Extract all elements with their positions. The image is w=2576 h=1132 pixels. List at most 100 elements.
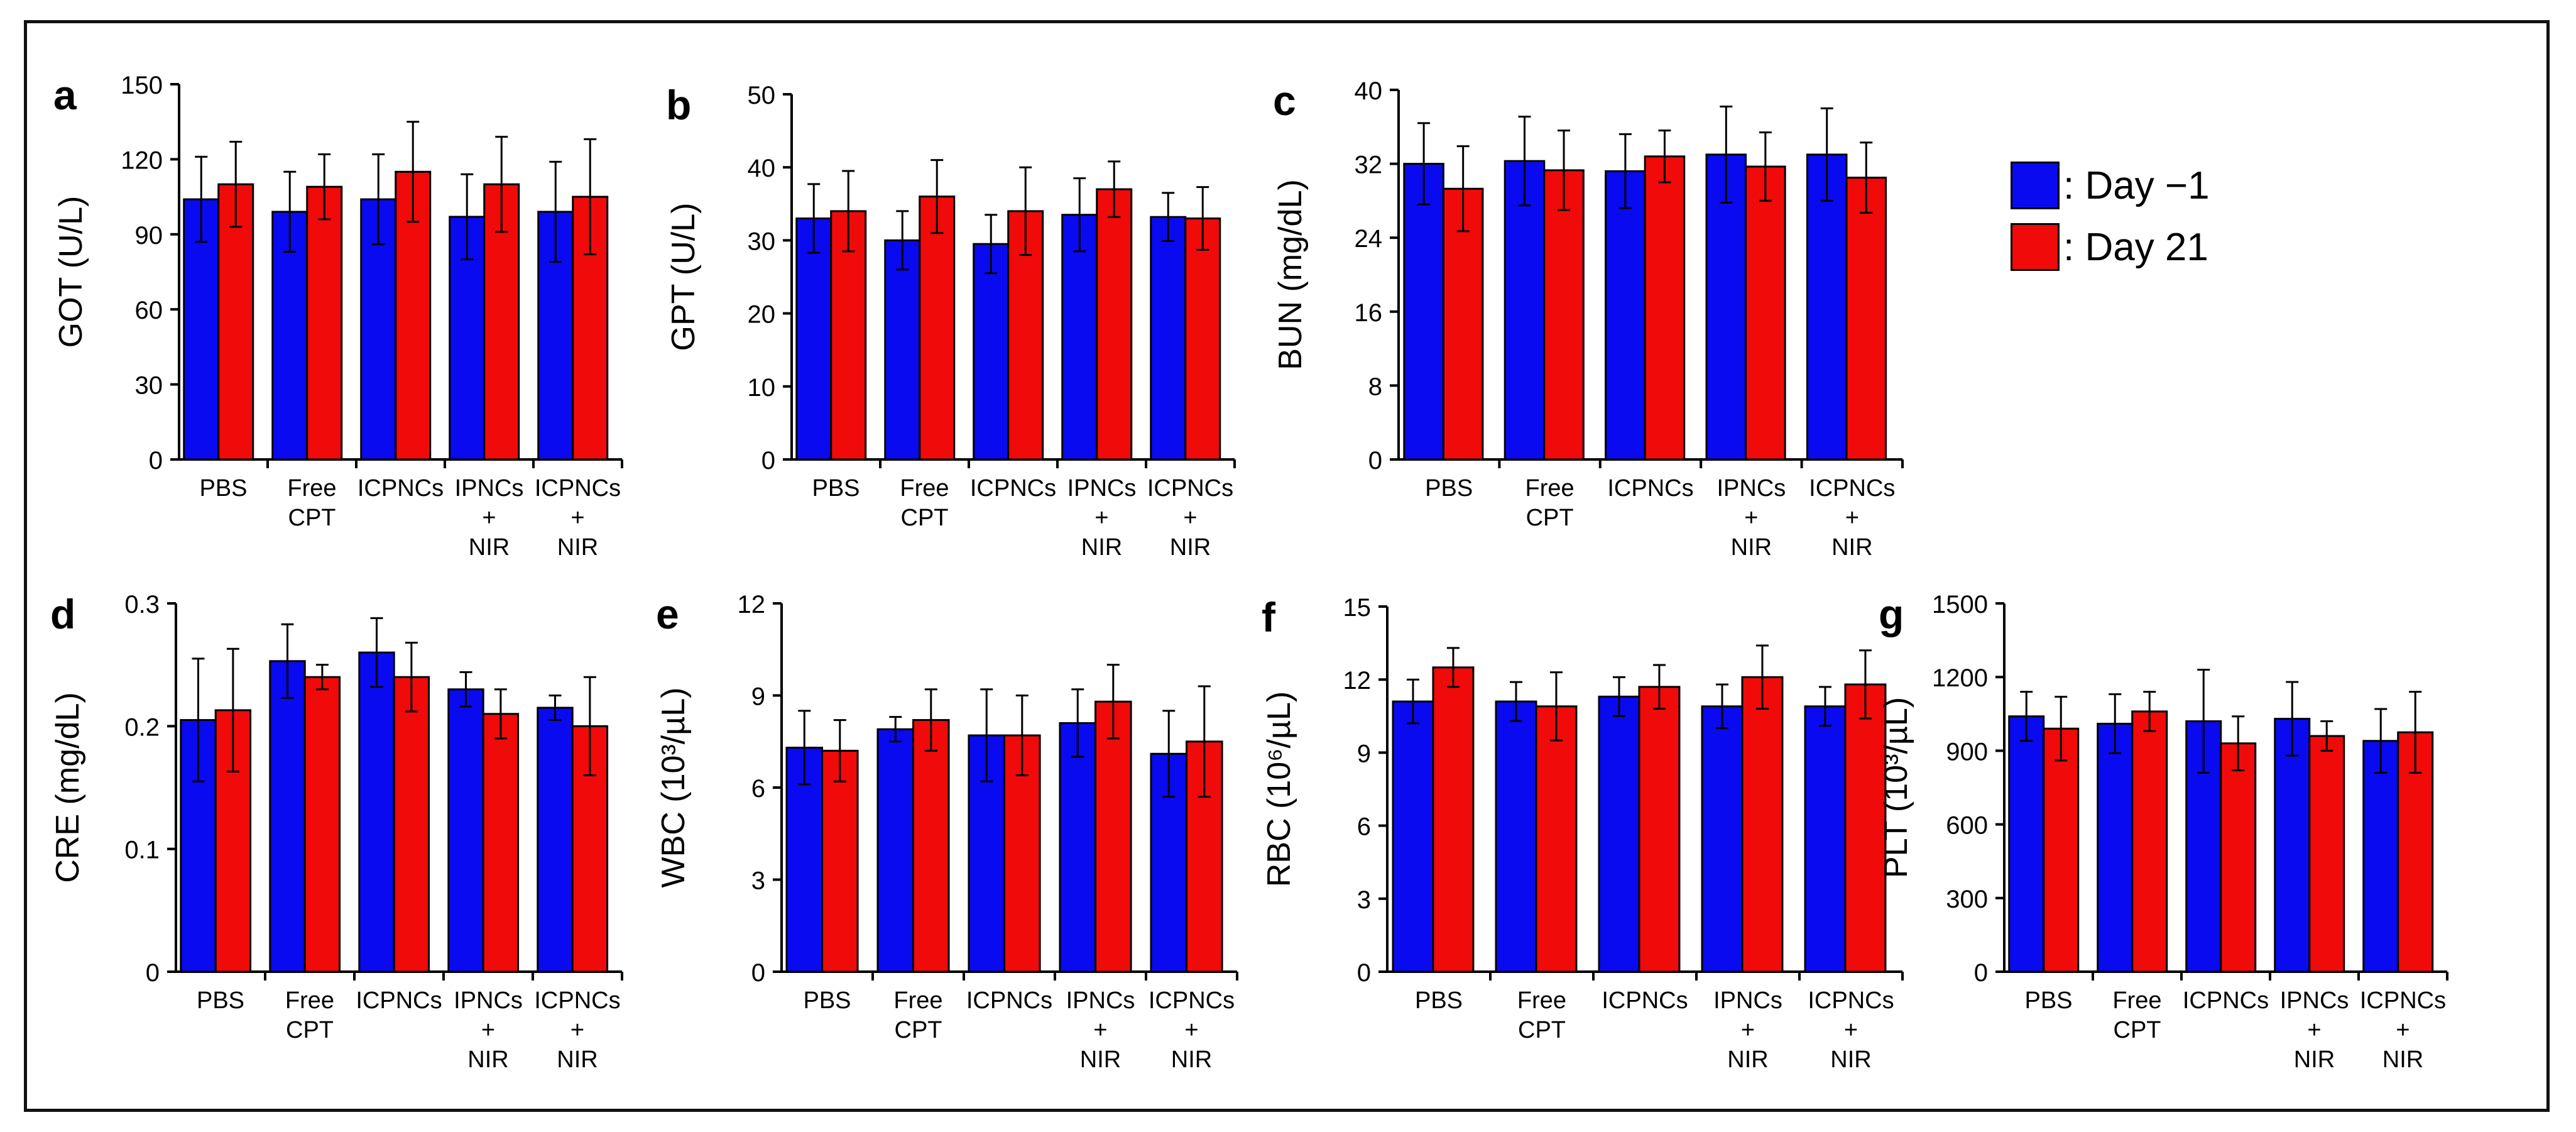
legend-swatch-day-21 <box>2011 223 2060 271</box>
y-tick-label-f-4: 12 <box>1343 667 1372 695</box>
x-tick-label-f-4-1: + <box>1844 1017 1858 1043</box>
y-axis-title-d: CRE (mg/dL) <box>50 692 86 882</box>
bar-b-day-minus-1-1 <box>884 239 921 461</box>
x-tick-label-c-3-0: IPNCs <box>1717 475 1786 502</box>
bar-f-day-21-2 <box>1638 686 1681 973</box>
x-tick-label-e-4-2: NIR <box>1171 1047 1212 1073</box>
y-tick-label-c-2: 16 <box>1355 299 1383 327</box>
x-tick-label-g-1-0: Free <box>2112 987 2161 1014</box>
x-tick-label-e-4-1: + <box>1184 1017 1198 1043</box>
bar-f-day-minus-1-3 <box>1701 705 1744 973</box>
y-tick-label-d-2: 0.2 <box>124 713 160 741</box>
x-tick-label-c-0-0: PBS <box>1425 475 1473 502</box>
y-tick-label-c-3: 24 <box>1355 225 1383 253</box>
x-tick-label-g-4-0: ICPNCs <box>2360 987 2446 1014</box>
x-tick-label-b-4-1: + <box>1183 505 1197 531</box>
y-tick-label-g-2: 600 <box>1946 812 1988 840</box>
y-tick-label-b-4: 40 <box>748 155 776 182</box>
bar-b-day-21-4 <box>1184 217 1221 461</box>
legend: : Day −1 : Day 21 <box>2011 160 2337 286</box>
y-tick-label-f-3: 9 <box>1357 740 1371 767</box>
x-tick-label-f-3-1: + <box>1741 1017 1755 1043</box>
y-tick-label-c-5: 40 <box>1355 77 1383 105</box>
panel-label-g: g <box>1879 591 1904 637</box>
x-tick-label-b-2-0: ICPNCs <box>970 475 1056 502</box>
bar-c-day-21-2 <box>1644 155 1686 461</box>
x-tick-label-b-4-0: ICPNCs <box>1147 475 1233 502</box>
chart-panel-c: c 0 8 16 24 32 40 BUN (mg/dL) PBS Free CPT ICPNCs IP… <box>1272 77 1904 561</box>
x-tick-label-b-0-0: PBS <box>812 475 860 502</box>
panel-label-c: c <box>1273 77 1296 124</box>
legend-swatch-day-minus-1 <box>2011 162 2060 209</box>
x-tick-label-e-1-0: Free <box>893 987 942 1014</box>
legend-item-day-minus-1: : Day −1 <box>2011 160 2210 211</box>
y-tick-label-a-4: 120 <box>121 146 163 174</box>
bar-a-day-21-0 <box>217 183 254 461</box>
panel-label-b: b <box>666 82 691 128</box>
bar-e-day-21-0 <box>821 749 859 973</box>
chart-panel-b: b 0 10 20 30 40 50 GPT (U/L) PBS Free CPT ICPNCs IPN… <box>665 82 1236 561</box>
x-tick-label-a-3-2: NIR <box>469 534 510 561</box>
bar-f-day-minus-1-0 <box>1392 700 1434 973</box>
x-tick-label-d-3-2: NIR <box>467 1047 508 1073</box>
bar-d-day-21-3 <box>482 713 520 973</box>
x-tick-label-g-3-0: IPNCs <box>2280 987 2349 1014</box>
y-tick-label-a-2: 60 <box>135 297 163 324</box>
bar-f-day-21-3 <box>1741 676 1784 973</box>
y-tick-label-b-5: 50 <box>748 82 776 109</box>
panel-label-a: a <box>53 72 77 118</box>
bar-d-day-21-1 <box>303 676 341 973</box>
x-tick-label-c-3-2: NIR <box>1731 534 1772 561</box>
x-tick-label-e-1-1: CPT <box>895 1017 942 1043</box>
bar-f-day-21-1 <box>1535 705 1578 973</box>
panel-label-d: d <box>50 591 75 637</box>
x-tick-label-a-4-0: ICPNCs <box>535 475 621 502</box>
x-tick-label-c-2-0: ICPNCs <box>1607 475 1693 502</box>
x-tick-label-f-4-2: NIR <box>1830 1047 1871 1073</box>
x-tick-label-a-3-0: IPNCs <box>455 475 524 502</box>
chart-panel-g: g 0 300 600 900 1200 1500 PLT (10³/µL) PBS Free CP… <box>1878 591 2448 1073</box>
bar-c-day-minus-1-2 <box>1605 170 1646 461</box>
bar-e-day-21-1 <box>912 719 950 973</box>
y-tick-label-g-0: 0 <box>1974 959 1988 987</box>
y-tick-label-d-0: 0 <box>146 959 160 987</box>
chart-panel-f: f 0 3 6 9 12 15 RBC (10⁶/µL) PBS Free CPT ICPNCs IPN… <box>1261 594 1904 1073</box>
y-axis-title-g: PLT (10³/µL) <box>1878 697 1914 878</box>
bar-f-day-21-0 <box>1432 666 1475 973</box>
y-axis-title-a: GOT (U/L) <box>53 196 89 348</box>
bar-c-day-21-3 <box>1745 165 1786 461</box>
x-tick-label-d-3-0: IPNCs <box>454 987 523 1014</box>
chart-panel-a: a 0 30 60 90 120 150 GOT (U/L) PBS Free CPT ICPNCs I… <box>53 72 623 561</box>
x-tick-label-a-4-1: + <box>570 505 584 531</box>
x-tick-label-b-4-2: NIR <box>1170 534 1211 561</box>
x-tick-label-f-3-2: NIR <box>1727 1047 1768 1073</box>
x-tick-label-c-1-0: Free <box>1525 475 1575 502</box>
x-tick-label-a-3-1: + <box>482 505 496 531</box>
bar-g-day-21-1 <box>2131 710 2168 973</box>
x-tick-label-g-4-1: + <box>2396 1017 2410 1043</box>
bar-c-day-minus-1-0 <box>1403 163 1444 461</box>
y-tick-label-f-2: 6 <box>1357 813 1371 841</box>
y-tick-label-c-1: 8 <box>1368 373 1382 400</box>
x-tick-label-f-1-0: Free <box>1517 987 1566 1014</box>
bar-f-day-minus-1-4 <box>1804 705 1847 973</box>
bar-d-day-21-4 <box>571 725 609 973</box>
x-tick-label-g-3-1: + <box>2307 1017 2321 1043</box>
x-tick-label-e-2-0: ICPNCs <box>966 987 1052 1014</box>
bar-b-day-minus-1-4 <box>1150 216 1187 461</box>
x-tick-label-d-2-0: ICPNCs <box>356 987 442 1014</box>
x-tick-label-g-1-1: CPT <box>2114 1017 2161 1043</box>
bar-d-day-minus-1-2 <box>358 651 395 973</box>
bar-e-day-minus-1-1 <box>876 728 915 973</box>
bar-b-day-21-3 <box>1096 188 1133 461</box>
panel-label-f: f <box>1262 594 1276 640</box>
legend-label-day-21: : Day 21 <box>2063 225 2208 269</box>
bar-g-day-minus-1-1 <box>2097 722 2134 973</box>
y-tick-label-a-1: 30 <box>135 372 163 400</box>
x-tick-label-d-3-1: + <box>481 1017 495 1043</box>
x-tick-label-f-3-0: IPNCs <box>1713 987 1782 1014</box>
x-tick-label-a-0-0: PBS <box>199 475 247 502</box>
x-tick-label-f-0-0: PBS <box>1415 987 1463 1014</box>
y-tick-label-a-5: 150 <box>121 72 163 99</box>
